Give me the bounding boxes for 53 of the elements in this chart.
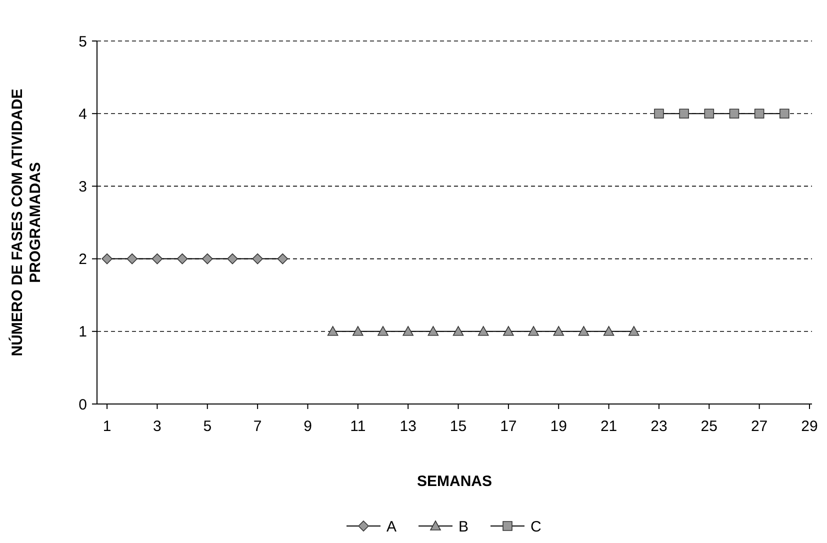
point	[202, 253, 213, 264]
x-tick-label: 5	[203, 418, 212, 435]
point	[252, 253, 263, 264]
y-tick-label: 2	[78, 251, 87, 268]
x-tick-label: 29	[801, 418, 818, 435]
x-tick-label: 23	[650, 418, 668, 435]
x-axis-title: SEMANAS	[416, 473, 492, 490]
point	[528, 326, 539, 336]
point	[704, 108, 714, 118]
x-tick-label: 1	[102, 418, 112, 435]
point	[754, 108, 764, 118]
y-tick-label: 5	[78, 33, 87, 50]
x-tick-label: 7	[253, 418, 262, 435]
point	[227, 253, 238, 264]
point	[628, 326, 640, 336]
x-tick-label: 15	[450, 418, 467, 435]
point	[402, 326, 414, 336]
point	[578, 326, 590, 336]
legend-label: B	[458, 518, 469, 536]
point	[102, 253, 112, 264]
x-tick-label: 11	[350, 418, 366, 435]
x-tick-label: 21	[600, 418, 618, 435]
point	[553, 326, 564, 336]
y-tick-label: 3	[78, 178, 87, 196]
x-tick-label: 9	[304, 418, 312, 435]
point	[327, 326, 338, 336]
point	[378, 326, 388, 336]
x-tick-label: 17	[500, 418, 517, 435]
point	[654, 108, 664, 118]
point	[603, 326, 614, 336]
point	[478, 326, 489, 336]
point	[452, 326, 464, 336]
point	[729, 108, 740, 118]
point	[126, 253, 138, 264]
point	[780, 108, 790, 118]
x-tick-label: 13	[400, 418, 416, 435]
x-tick-label: 3	[153, 418, 162, 435]
point	[176, 253, 188, 264]
point	[277, 253, 288, 264]
point	[428, 326, 439, 336]
y-tick-label: 1	[78, 324, 87, 341]
x-tick-label: 19	[550, 418, 567, 435]
y-tick-label: 0	[78, 396, 87, 414]
point	[352, 326, 364, 336]
legend-label: C	[530, 518, 542, 536]
y-axis-title: NÚMERO DE FASES COM ATIVIDADE PROGRAMADAS	[8, 88, 44, 356]
point	[152, 253, 163, 264]
y-tick-label: 4	[78, 106, 87, 123]
legend-label: A	[386, 518, 397, 536]
x-tick-label: 25	[700, 418, 718, 435]
point	[503, 326, 514, 336]
point	[679, 108, 689, 118]
x-tick-label: 27	[750, 418, 768, 435]
